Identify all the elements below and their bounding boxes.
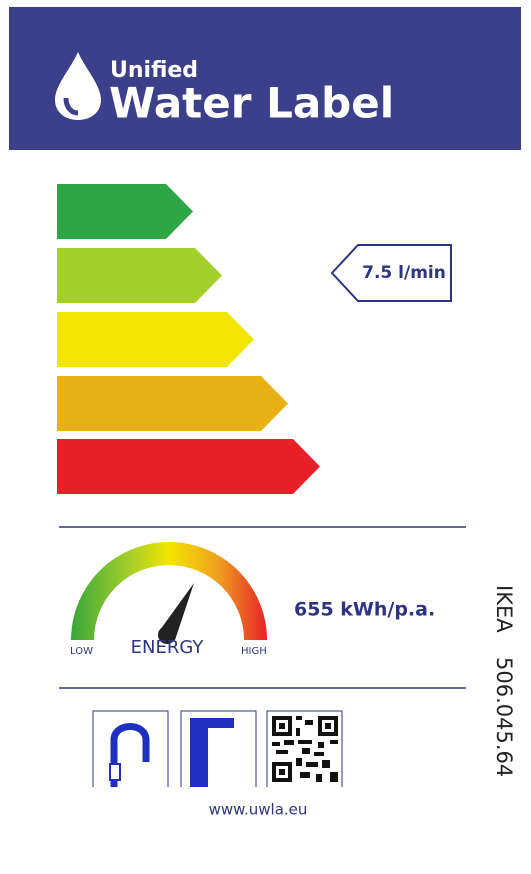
- website: www.uwla.eu: [209, 801, 308, 819]
- qr-code: [272, 716, 338, 782]
- header-band: [9, 7, 521, 150]
- rating-scale: [57, 184, 320, 494]
- article-number: 506.045.64: [492, 657, 516, 777]
- gauge-low: LOW: [70, 646, 93, 657]
- energy-consumption: 655 kWh/p.a.: [294, 599, 435, 621]
- gauge-label: ENERGY: [131, 637, 205, 658]
- gauge-needle: [160, 583, 194, 640]
- energy-gauge: [71, 542, 267, 640]
- rating-indicator: [330, 244, 452, 302]
- faucet-icon: [190, 718, 234, 787]
- header-subtitle: Unified: [110, 58, 198, 83]
- header-title: Water Label: [109, 79, 394, 128]
- product-code: IKEA 506.045.64: [492, 585, 516, 777]
- tap-icon: [110, 723, 150, 787]
- flow-rate: 7.5 l/min: [362, 263, 446, 283]
- icon-row: [92, 710, 343, 787]
- gauge-high: HIGH: [241, 646, 267, 657]
- brand: IKEA: [492, 585, 516, 633]
